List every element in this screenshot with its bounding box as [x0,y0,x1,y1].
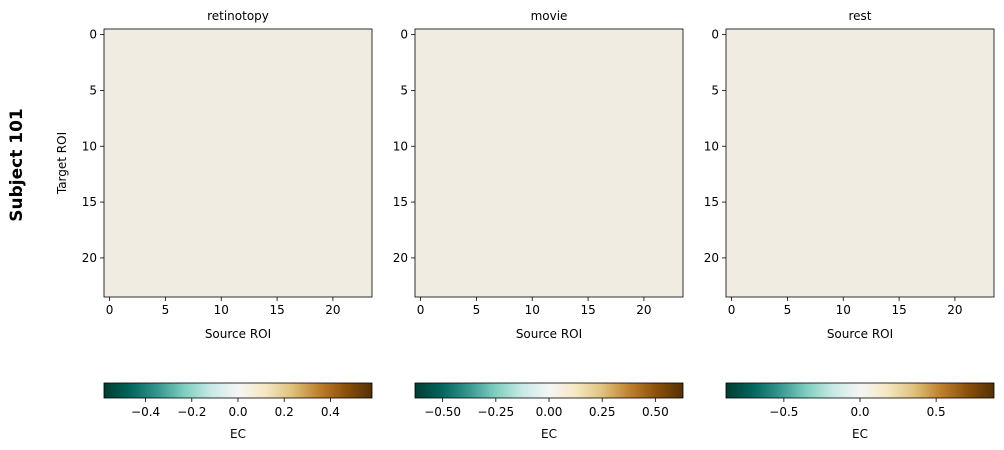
panel-rest: rest 0 5 10 15 20 0 5 10 15 20 Source ROI −0.5 0.0 0.5… [704,9,995,441]
y-tick-label: 15 [82,195,97,209]
x-tick-label: 5 [162,303,170,317]
y-tick-label: 5 [711,83,719,97]
x-tick-label: 15 [891,303,906,317]
heatmap-area [104,29,372,297]
y-tick-label: 0 [89,28,97,42]
x-tick-label: 0 [728,303,736,317]
panel-movie: movie 0 5 10 15 20 0 5 10 15 20 Source ROI −0.50 −0.2… [393,9,684,441]
y-tick-label: 0 [711,28,719,42]
colorbar [725,382,995,399]
colorbar-tick-label: 0.0 [228,405,247,419]
x-tick-label: 10 [214,303,229,317]
colorbar [414,382,684,399]
colorbar-tick-label: 0.5 [927,405,946,419]
x-tick-label: 20 [636,303,651,317]
y-tick-label: 20 [704,251,719,265]
colorbar-tick-label: −0.2 [177,405,206,419]
colorbar-tick-label: −0.4 [131,405,160,419]
y-tick-label: 5 [89,83,97,97]
panel-title: rest [848,9,871,23]
colorbar-tick-label: 0.0 [850,405,869,419]
colorbar [103,382,373,399]
colorbar-label: EC [541,427,557,441]
colorbar-tick-label: 0.00 [536,405,563,419]
colorbar-tick-label: −0.5 [769,405,798,419]
y-tick-label: 10 [393,139,408,153]
y-tick-label: 10 [82,139,97,153]
x-tick-label: 5 [473,303,481,317]
panel-title: retinotopy [207,9,269,23]
y-tick-label: 10 [704,139,719,153]
x-tick-label: 10 [836,303,851,317]
x-tick-label: 20 [947,303,962,317]
colorbar-tick-label: −0.50 [424,405,461,419]
y-tick-label: 5 [400,83,408,97]
row-label: Subject 101 [7,108,27,221]
x-tick-label: 15 [269,303,284,317]
heatmap-frame [103,28,373,298]
heatmap-area [726,29,994,297]
y-tick-label: 20 [82,251,97,265]
y-tick-label: 15 [393,195,408,209]
heatmap-frame [414,28,684,298]
x-tick-label: 20 [325,303,340,317]
x-tick-label: 10 [525,303,540,317]
y-axis-label: Target ROI [55,132,69,195]
x-tick-label: 5 [784,303,792,317]
x-tick-label: 0 [417,303,425,317]
colorbar-tick-label: 0.4 [321,405,340,419]
panel-retinotopy: retinotopy 0 5 10 15 20 0 5 10 15 20 Source ROI Targ… [55,9,373,441]
heatmap-frame [725,28,995,298]
y-tick-label: 0 [400,28,408,42]
y-tick-label: 15 [704,195,719,209]
heatmap-area [415,29,683,297]
y-tick-label: 20 [393,251,408,265]
x-axis-label: Source ROI [516,327,582,341]
colorbar-tick-label: −0.25 [477,405,514,419]
colorbar-tick-label: 0.2 [275,405,294,419]
colorbar-label: EC [852,427,868,441]
colorbar-label: EC [230,427,246,441]
x-tick-label: 15 [580,303,595,317]
colorbar-tick-label: 0.25 [589,405,616,419]
x-axis-label: Source ROI [205,327,271,341]
x-tick-label: 0 [106,303,114,317]
panel-title: movie [531,9,568,23]
x-axis-label: Source ROI [827,327,893,341]
colorbar-tick-label: 0.50 [642,405,669,419]
